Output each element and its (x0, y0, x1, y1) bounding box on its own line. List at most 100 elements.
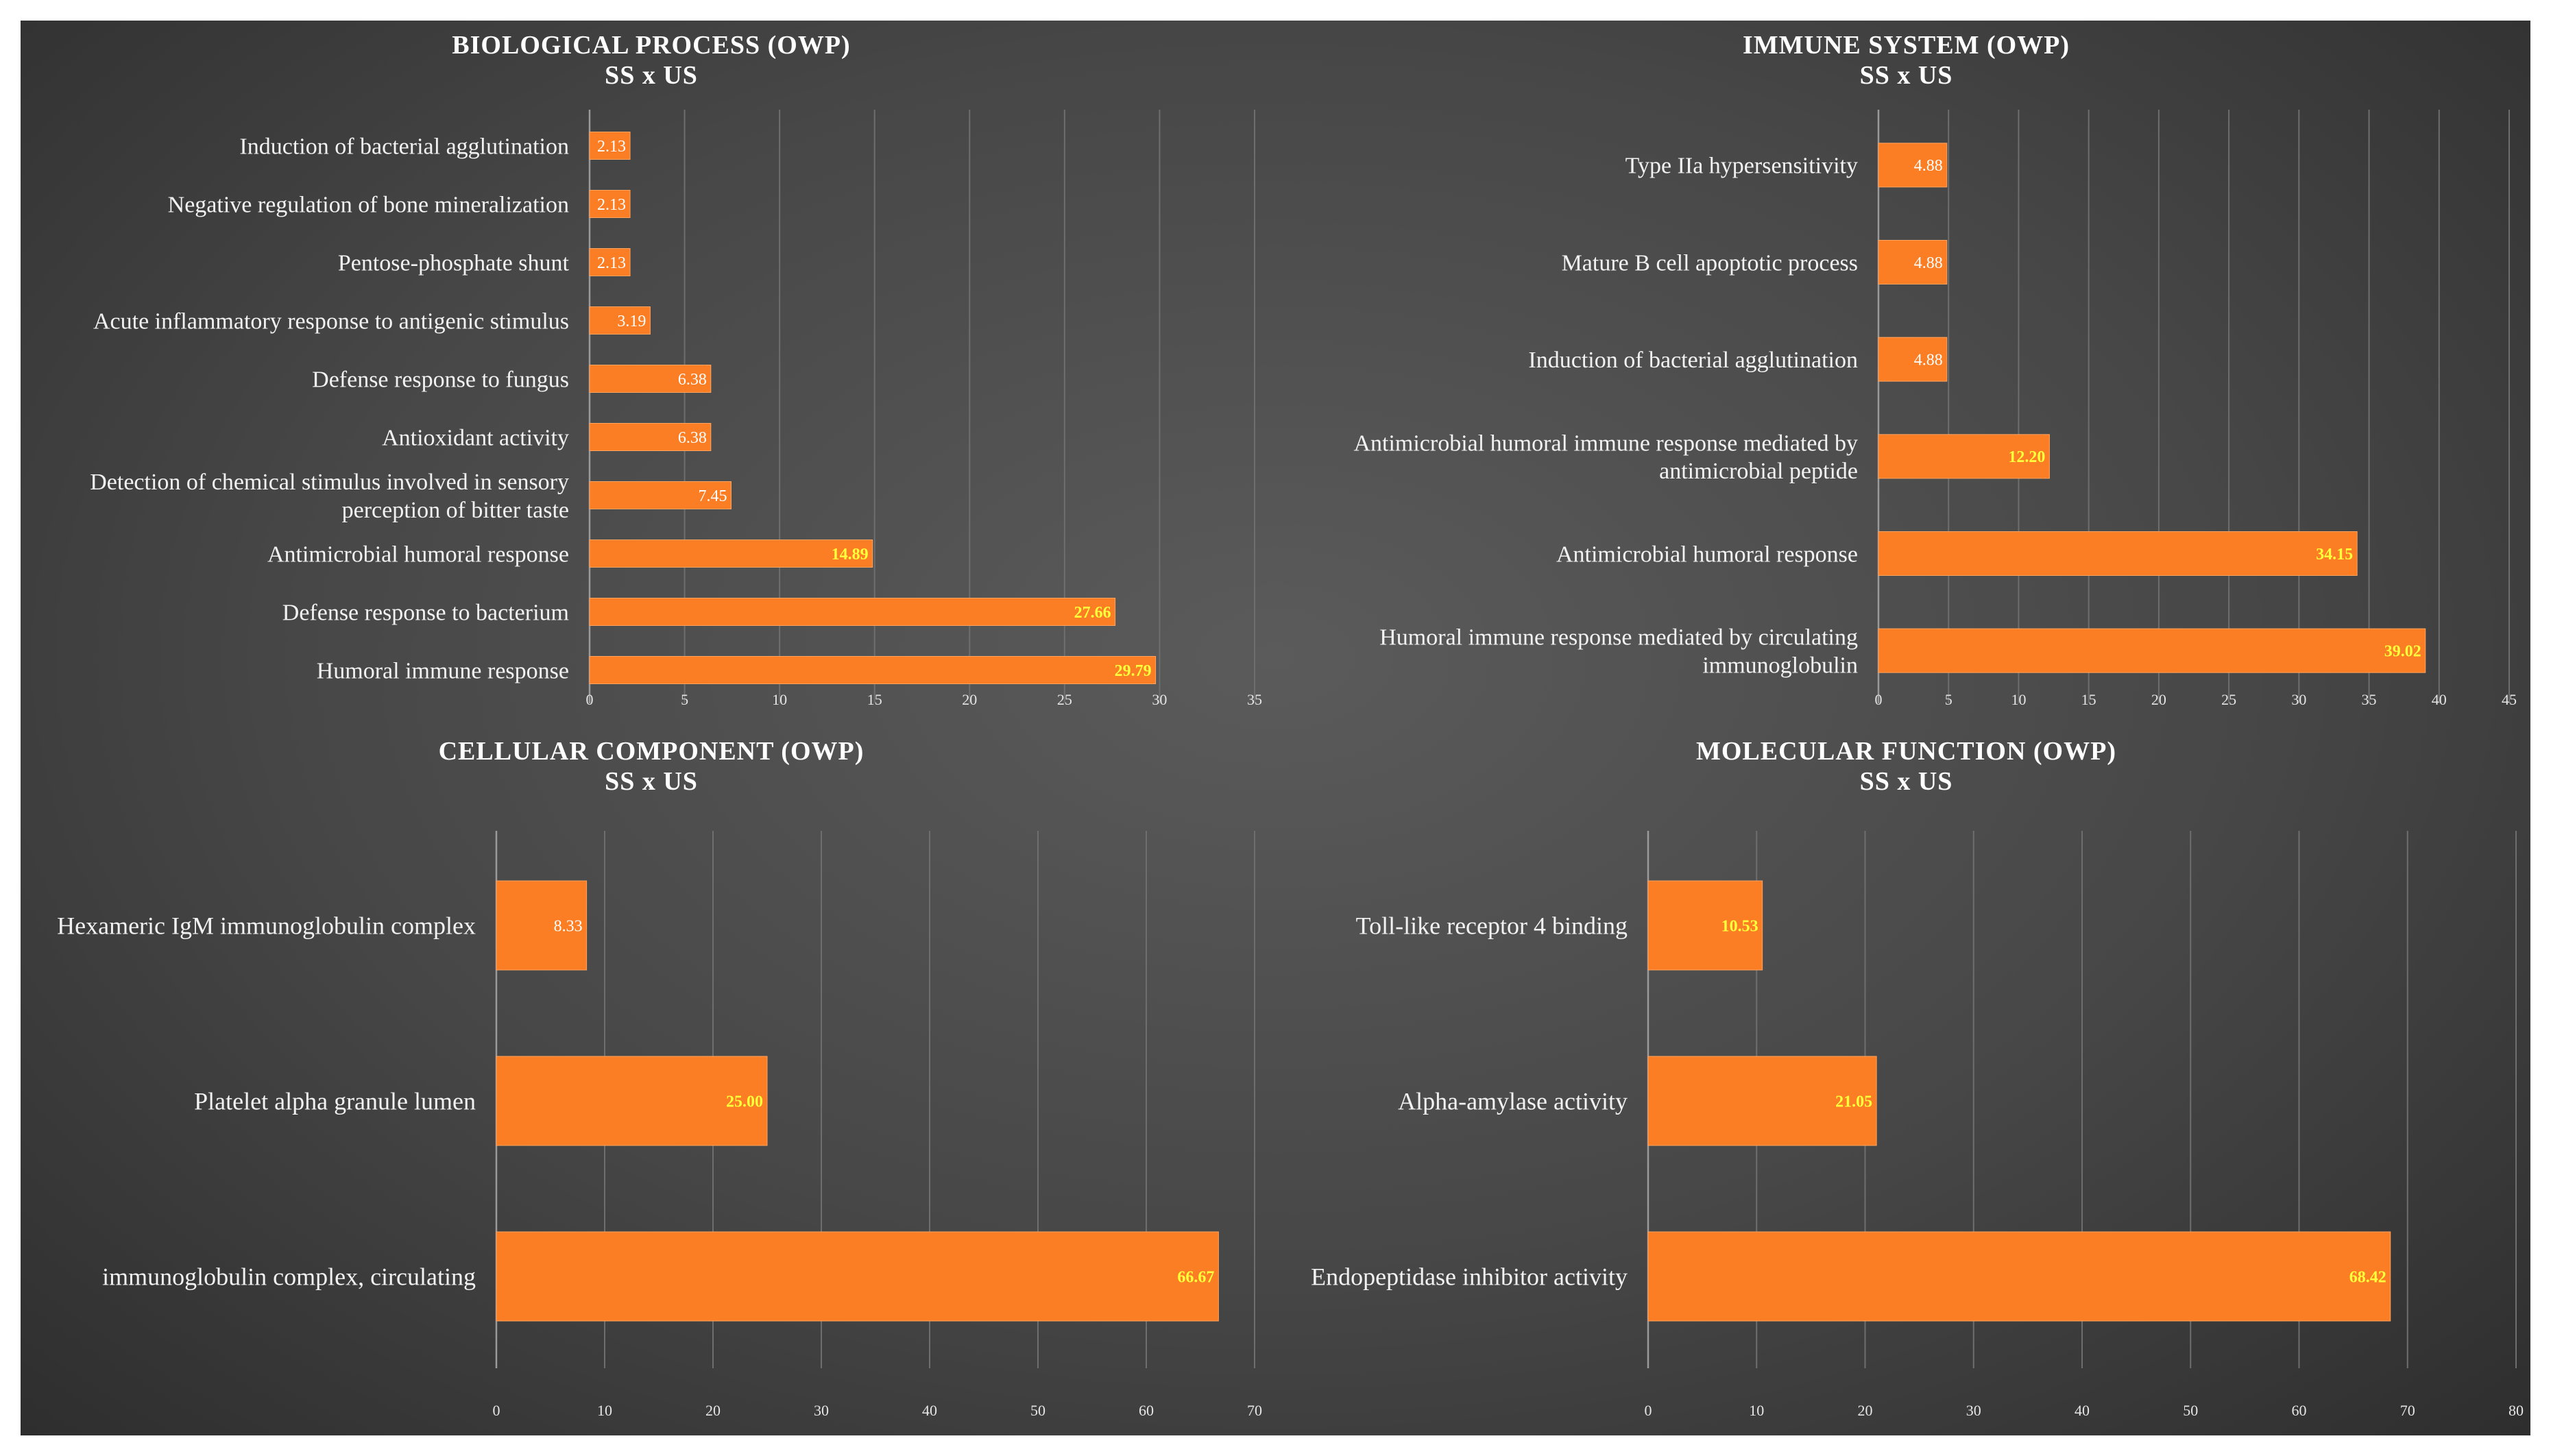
chart-title: BIOLOGICAL PROCESS (OWP) (452, 31, 851, 60)
category-label: Antioxidant activity (382, 425, 569, 450)
x-tick-label: 25 (2221, 691, 2236, 708)
category-label-line: Alpha-amylase activity (1398, 1088, 1628, 1115)
category-label: Induction of bacterial agglutination (1528, 348, 1858, 373)
data-label: 25.00 (726, 1093, 763, 1111)
category-label: Pentose-phosphate shunt (338, 250, 570, 276)
data-label: 34.15 (2316, 546, 2353, 563)
data-label: 14.89 (832, 546, 869, 563)
x-tick-label: 30 (814, 1402, 829, 1419)
x-tick-label: 60 (2292, 1402, 2307, 1419)
category-label-line: Detection of chemical stimulus involved … (90, 470, 569, 495)
data-label: 6.38 (678, 429, 707, 447)
x-tick-label: 10 (2011, 691, 2026, 708)
data-label: 2.13 (597, 196, 626, 214)
bar (1647, 1056, 1877, 1146)
category-label-line: Antimicrobial humoral immune response me… (1353, 430, 1858, 456)
bar (589, 365, 712, 393)
category-label-line: perception of bitter taste (342, 498, 569, 523)
x-tick-label: 15 (867, 691, 882, 708)
bar (1647, 1231, 2391, 1322)
x-axis-ticks: 0 5 10 15 20 25 30 35 (586, 691, 1263, 708)
x-tick-label: 60 (1139, 1402, 1154, 1419)
data-label: 10.53 (1721, 917, 1758, 935)
x-tick-label: 10 (597, 1402, 612, 1419)
plot-area: 0 10 20 30 40 50 60 70 80 Toll-like receptor 4 bi… (1311, 831, 2524, 1419)
bar (589, 481, 732, 509)
category-label-line: Humoral immune response mediated by circ… (1379, 625, 1858, 651)
data-label: 4.88 (1914, 352, 1943, 369)
x-tick-label: 10 (772, 691, 787, 708)
x-tick-label: 35 (2362, 691, 2377, 708)
x-tick-label: 0 (493, 1402, 500, 1419)
category-label-line: Induction of bacterial agglutination (239, 134, 569, 159)
category-label: Negative regulation of bone mineralizati… (168, 192, 569, 217)
gridlines (1948, 110, 2510, 703)
bar (589, 306, 651, 335)
bar (1878, 337, 1948, 382)
x-tick-label: 5 (1945, 691, 1952, 708)
bar (589, 539, 873, 568)
category-label: Acute inflammatory response to antigenic… (93, 308, 569, 334)
category-label: Mature B cell apoptotic process (1562, 250, 1858, 276)
chart-subtitle: SS x US (605, 767, 698, 796)
chart-subtitle: SS x US (1859, 767, 1953, 796)
bar (589, 248, 631, 276)
plot-area: 0 10 20 30 40 50 60 70 Hexameric IgM immunoglobu… (57, 831, 1263, 1419)
x-tick-label: 0 (586, 691, 594, 708)
chart-immune-system: IMMUNE SYSTEM (OWP) SS x US 0 5 10 15 20 25 30… (1282, 21, 2530, 727)
x-axis-ticks: 0 10 20 30 40 50 60 70 (493, 1402, 1263, 1419)
category-label-line: Induction of bacterial agglutination (1528, 348, 1858, 373)
x-tick-label: 25 (1057, 691, 1072, 708)
chart-title-block: BIOLOGICAL PROCESS (OWP) SS x US (21, 30, 1282, 90)
x-tick-label: 20 (2151, 691, 2166, 708)
category-label: Induction of bacterial agglutination (239, 134, 569, 159)
x-tick-label: 10 (1749, 1402, 1764, 1419)
data-label: 4.88 (1914, 254, 1943, 272)
data-label: 2.13 (597, 138, 626, 156)
bar (589, 190, 631, 218)
x-tick-label: 70 (1247, 1402, 1262, 1419)
category-label-line: immunoglobulin (1702, 653, 1858, 678)
category-label: Antimicrobial humoral immune response me… (1353, 430, 1858, 484)
x-tick-label: 40 (2432, 691, 2447, 708)
category-label: Type IIa hypersensitivity (1625, 154, 1858, 179)
data-label: 7.45 (698, 487, 727, 505)
category-label-line: Antimicrobial humoral response (267, 542, 569, 567)
x-tick-label: 40 (922, 1402, 937, 1419)
data-label: 3.19 (617, 313, 646, 330)
category-label-line: antimicrobial peptide (1659, 459, 1858, 484)
category-label: Detection of chemical stimulus involved … (90, 470, 569, 523)
x-tick-label: 70 (2400, 1402, 2415, 1419)
category-label-line: Defense response to bacterium (282, 600, 569, 625)
x-tick-label: 80 (2508, 1402, 2524, 1419)
category-label-line: Pentose-phosphate shunt (338, 250, 570, 276)
data-label: 29.79 (1115, 662, 1152, 680)
x-tick-label: 20 (962, 691, 977, 708)
category-label-line: Antimicrobial humoral response (1556, 542, 1858, 567)
bar (1878, 531, 2358, 576)
data-label: 68.42 (2349, 1268, 2386, 1286)
bar (589, 598, 1116, 626)
chart-subtitle: SS x US (1859, 61, 1953, 90)
category-label: immunoglobulin complex, circulating (102, 1263, 476, 1291)
category-label: Hexameric IgM immunoglobulin complex (57, 912, 476, 940)
x-tick-label: 20 (705, 1402, 721, 1419)
data-label: 4.88 (1914, 157, 1943, 175)
category-label: Humoral immune response (317, 658, 569, 683)
x-axis-ticks: 0 10 20 30 40 50 60 70 80 (1645, 1402, 2524, 1419)
bar (589, 132, 631, 160)
x-tick-label: 5 (681, 691, 688, 708)
x-tick-label: 50 (1030, 1402, 1045, 1419)
chart-cellular-component: CELLULAR COMPONENT (OWP) SS x US 0 10 20 30… (21, 727, 1282, 1435)
category-label: Antimicrobial humoral response (1556, 542, 1858, 567)
category-label-line: immunoglobulin complex, circulating (102, 1263, 476, 1291)
chart-title-block: CELLULAR COMPONENT (OWP) SS x US (21, 736, 1282, 797)
category-label: Alpha-amylase activity (1398, 1088, 1628, 1115)
chart-title: CELLULAR COMPONENT (OWP) (438, 737, 865, 766)
bar (1878, 434, 2050, 479)
bar (496, 1056, 768, 1146)
category-label: Humoral immune response mediated by circ… (1379, 625, 1858, 679)
category-label-line: Acute inflammatory response to antigenic… (93, 308, 569, 334)
category-label-line: Platelet alpha granule lumen (194, 1088, 476, 1115)
category-label: Endopeptidase inhibitor activity (1311, 1263, 1628, 1291)
